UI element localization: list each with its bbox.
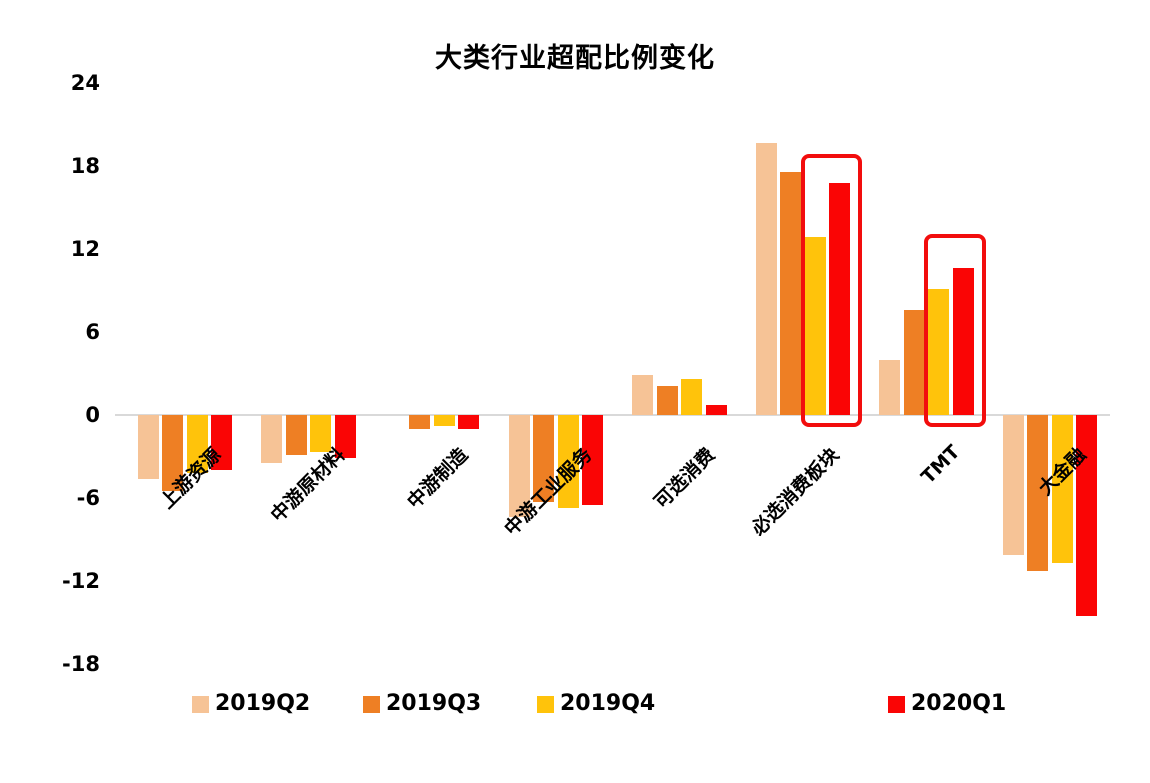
- category-label-text: 必选消费板块: [747, 443, 844, 541]
- bar-2019Q2-上游资源: [137, 415, 159, 479]
- bar-2020Q1-可选消费: [705, 405, 727, 415]
- y-axis-tick: 12: [70, 237, 100, 262]
- bar-2019Q4-中游原材料: [310, 415, 332, 453]
- bar-2019Q4-中游工业服务: [557, 415, 579, 508]
- bar-2019Q4-上游资源: [186, 415, 208, 474]
- category-label-text: 中游制造: [403, 443, 473, 514]
- bar-2019Q4-TMT: [928, 289, 950, 415]
- legend-label: 2019Q3: [386, 691, 482, 716]
- highlight-box-必选消费板块: [800, 153, 863, 427]
- bar-2020Q1-上游资源: [211, 415, 233, 471]
- y-axis-tick: 24: [70, 71, 100, 96]
- bar-2019Q4-可选消费: [681, 379, 703, 415]
- bar-2020Q1-中游工业服务: [582, 415, 604, 505]
- bar-2019Q3-中游制造: [409, 415, 431, 429]
- legend-label: 2019Q4: [560, 691, 656, 716]
- legend-item-2019Q3: 2019Q3: [363, 693, 481, 715]
- legend: 2019Q2 2019Q3 2019Q4 2020Q1: [0, 0, 1150, 715]
- highlight-box-TMT: [924, 233, 986, 427]
- bar-2019Q2-中游工业服务: [508, 415, 530, 518]
- legend-item-2020Q1: 2020Q1: [888, 693, 1006, 715]
- bar-2019Q2-TMT: [879, 359, 901, 415]
- y-axis-tick: -12: [62, 568, 100, 593]
- legend-swatch-icon: [537, 695, 554, 713]
- category-label-text: TMT: [916, 441, 965, 489]
- bar-2019Q3-TMT: [903, 309, 925, 415]
- bar-2019Q4-必选消费板块: [804, 236, 826, 415]
- legend-swatch-icon: [192, 695, 209, 713]
- zero-gridline: [115, 414, 1110, 416]
- bar-2019Q3-中游原材料: [285, 415, 307, 456]
- bar-2019Q3-大金融: [1027, 415, 1049, 572]
- bar-2019Q3-中游工业服务: [533, 415, 555, 503]
- chart-title: 大类行业超配比例变化: [435, 43, 715, 74]
- bar-2019Q2-可选消费: [632, 374, 654, 415]
- y-axis-tick: 18: [70, 154, 100, 179]
- legend-swatch-icon: [363, 695, 380, 713]
- bar-2019Q3-上游资源: [162, 415, 184, 492]
- y-axis-tick: 6: [85, 320, 100, 345]
- bar-2019Q3-可选消费: [656, 385, 678, 415]
- y-axis-tick: -18: [62, 651, 100, 676]
- bar-2019Q4-中游制造: [433, 415, 455, 427]
- y-axis-tick: 0: [85, 403, 100, 427]
- bar-2020Q1-中游原材料: [334, 415, 356, 458]
- legend-item-2019Q2: 2019Q2: [192, 693, 310, 715]
- bar-2019Q3-必选消费板块: [780, 171, 802, 415]
- bar-2020Q1-大金融: [1076, 415, 1098, 616]
- bar-2019Q2-必选消费板块: [755, 142, 777, 415]
- legend-swatch-icon: [888, 695, 905, 713]
- legend-item-2019Q4: 2019Q4: [537, 693, 655, 715]
- bar-2020Q1-必选消费板块: [829, 182, 851, 415]
- bar-2019Q2-大金融: [1002, 415, 1024, 555]
- y-axis-tick: -6: [76, 485, 100, 510]
- category-label-text: 可选消费: [650, 443, 720, 514]
- bar-2020Q1-中游制造: [458, 415, 480, 429]
- bar-2020Q1-TMT: [952, 268, 974, 415]
- bar-2019Q2-中游原材料: [261, 415, 283, 464]
- bar-2019Q4-大金融: [1051, 415, 1073, 563]
- legend-label: 2019Q2: [215, 691, 311, 716]
- legend-label: 2020Q1: [911, 691, 1007, 716]
